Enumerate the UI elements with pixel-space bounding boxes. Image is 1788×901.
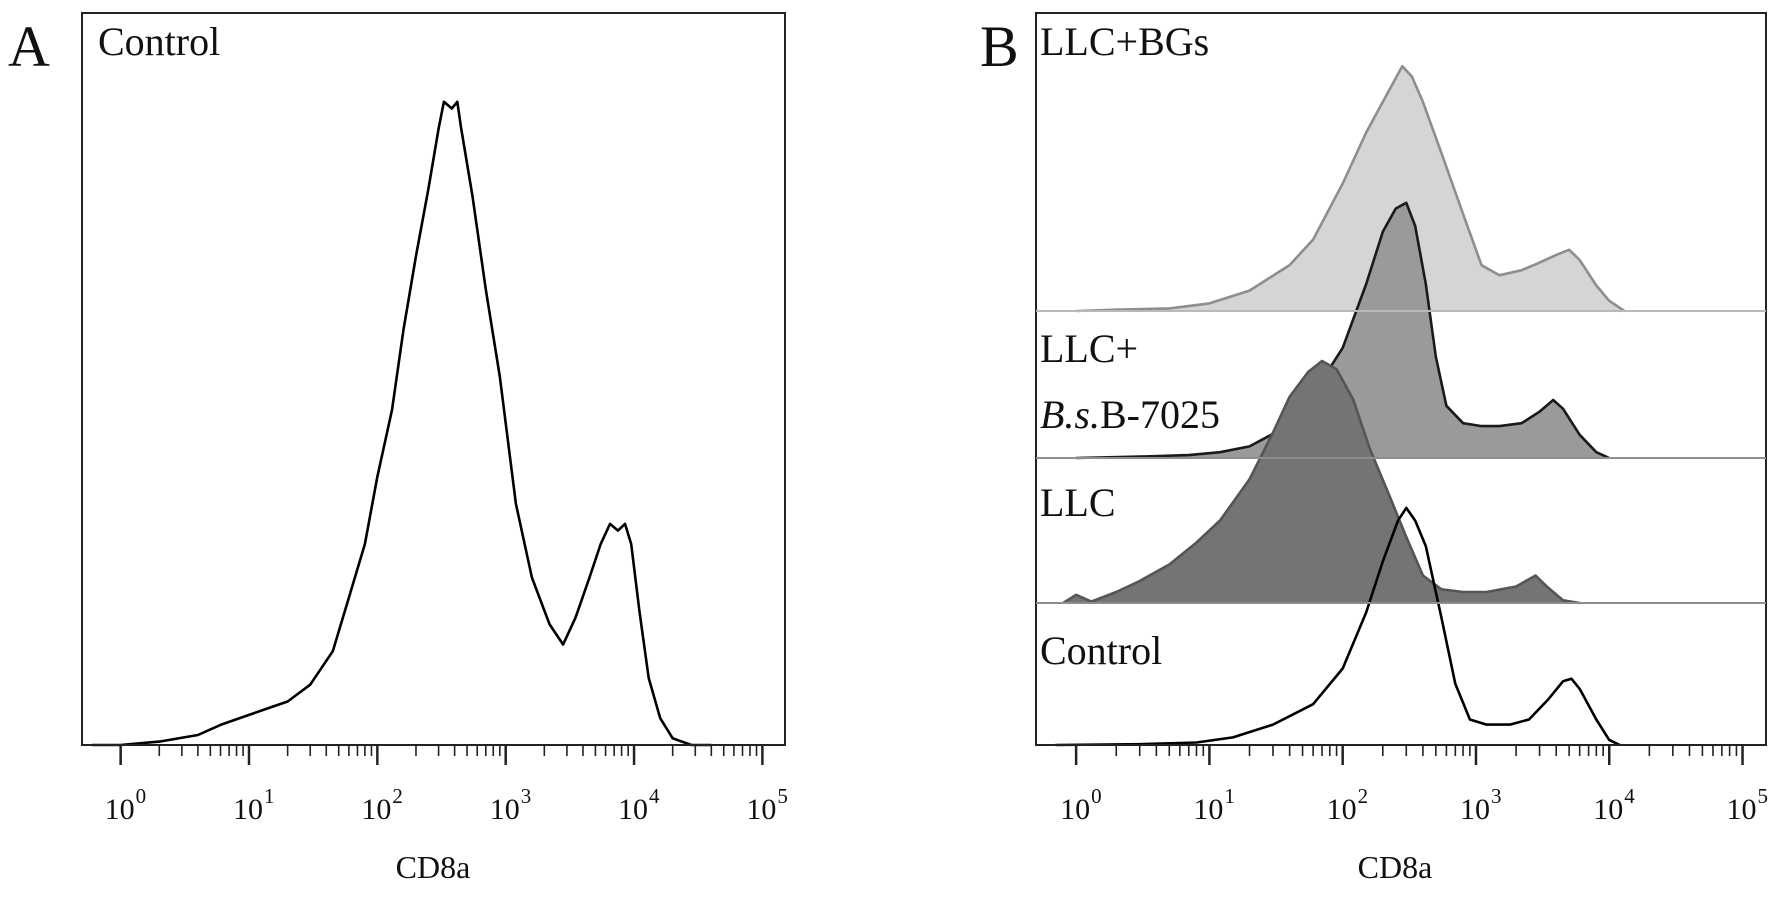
llc-bs-b7025-histogram-line — [1076, 201, 1610, 460]
panel-a-tick-label: 102 — [361, 784, 403, 826]
panel-b-tick-base: 10 — [1327, 793, 1357, 826]
series-label-b7025: B-7025 — [1100, 392, 1220, 437]
panel-b-tick-exponent: 5 — [1758, 784, 1769, 808]
panel-b: B LLC+BGs LLC+ B.s.B-7025 LLC Control 10… — [980, 12, 1769, 885]
panel-b-tick-exponent: 2 — [1358, 784, 1369, 808]
series-label-llc: LLC — [1040, 480, 1116, 525]
panel-b-tick-label: 104 — [1593, 784, 1635, 826]
panel-a-tick-base: 10 — [361, 793, 391, 826]
panel-a-tick-exponent: 3 — [521, 784, 532, 808]
panel-a-letter: A — [8, 14, 50, 79]
panel-b-tick-exponent: 4 — [1624, 784, 1635, 808]
panel-a-tick-exponent: 0 — [136, 784, 147, 808]
panel-b-plot — [1055, 64, 1626, 747]
panel-a-tick-base: 10 — [233, 793, 263, 826]
panel-a-tick-exponent: 1 — [264, 784, 275, 808]
llc-bgs-histogram-line — [1076, 64, 1626, 313]
panel-b-tick-exponent: 0 — [1091, 784, 1102, 808]
panel-a-tick-label: 104 — [618, 784, 660, 826]
panel-a-control-histogram-line — [92, 100, 712, 747]
panel-a-tick-label: 101 — [233, 784, 275, 826]
panel-b-tick-base: 10 — [1460, 793, 1490, 826]
panel-a-tick-label: 103 — [490, 784, 531, 826]
series-label-llc-bgs: LLC+BGs — [1040, 19, 1209, 64]
llc-bgs-histogram-fill — [1076, 66, 1625, 311]
panel-a-tick-base: 10 — [746, 793, 776, 826]
panel-b-tick-base: 10 — [1060, 793, 1090, 826]
panel-a-x-axis: 100 101 102 103 104 105 — [82, 744, 788, 826]
panel-a-tick-exponent: 2 — [392, 784, 403, 808]
panel-b-tick-base: 10 — [1193, 793, 1223, 826]
panel-a-plot — [92, 100, 712, 747]
panel-b-letter: B — [980, 14, 1019, 79]
panel-a-x-axis-title: CD8a — [396, 849, 471, 885]
panel-b-tick-label: 102 — [1327, 784, 1369, 826]
panel-a-tick-exponent: 5 — [777, 784, 788, 808]
panel-b-tick-base: 10 — [1727, 793, 1757, 826]
llc-histogram-fill — [1063, 361, 1580, 603]
panel-a-tick-label: 100 — [105, 784, 147, 826]
panel-b-tick-base: 10 — [1593, 793, 1623, 826]
panel-a: A Control 100 101 102 103 104 105 CD8a — [8, 12, 788, 885]
panel-b-x-axis: 100 101 102 103 104 105 — [1036, 744, 1769, 826]
panel-b-tick-label: 101 — [1193, 784, 1235, 826]
panel-b-tick-label: 103 — [1460, 784, 1502, 826]
panel-b-tick-label: 100 — [1060, 784, 1102, 826]
panel-a-frame — [81, 12, 786, 746]
panel-a-tick-label: 105 — [746, 784, 788, 826]
panel-a-corner-label: Control — [98, 19, 220, 64]
panel-b-tick-label: 105 — [1727, 784, 1769, 826]
panel-b-tick-exponent: 3 — [1491, 784, 1502, 808]
panel-b-tick-exponent: 1 — [1224, 784, 1235, 808]
panel-a-tick-base: 10 — [490, 793, 520, 826]
panel-b-control-histogram-line — [1055, 506, 1621, 747]
panel-a-tick-base: 10 — [105, 793, 135, 826]
llc-histogram-line — [1062, 359, 1580, 605]
panel-b-x-axis-title: CD8a — [1358, 849, 1433, 885]
series-label-bs-italic: B.s. — [1040, 392, 1100, 437]
panel-a-tick-exponent: 4 — [649, 784, 660, 808]
series-label-llc-plus: LLC+ — [1040, 326, 1138, 371]
series-label-bs-b7025: B.s.B-7025 — [1040, 392, 1220, 437]
panel-a-tick-base: 10 — [618, 793, 648, 826]
series-label-control: Control — [1040, 628, 1162, 673]
